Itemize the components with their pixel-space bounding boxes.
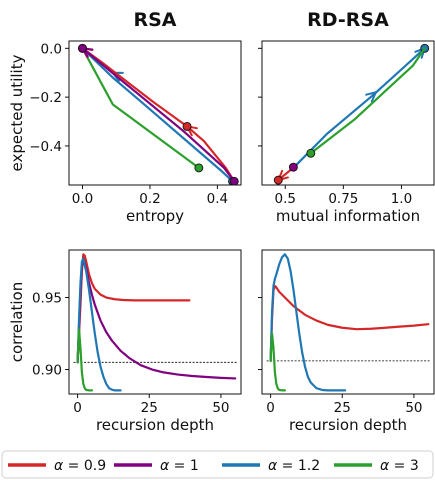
x-tick-label: 25 [141,400,158,416]
legend-value: = 1.2 [277,458,320,474]
x-tick-label: 0.4 [207,191,228,207]
y-axis-label: expected utility [8,54,26,171]
series-line-a1 [81,47,236,183]
legend-symbol: α [160,458,170,474]
y-tick-label: 0.90 [32,363,62,379]
axes-frame [68,249,242,395]
series-line-a3 [269,332,287,392]
x-axis-label: recursion depth [96,416,214,434]
panel-rsa-bottom: 0 25 50 0.90 0.95 recursion depth correlation [8,249,242,434]
x-tick-label: 25 [334,400,351,416]
panel-rdrsa-top: 0.5 0.75 1.0 RD-RSA mutual information [258,9,435,225]
series-line-a1.2 [293,47,426,168]
legend-symbol: α [380,458,390,474]
legend-value: = 0.9 [63,458,106,474]
series-line-a0.9 [269,284,430,362]
x-tick-label: 50 [212,400,229,416]
data-point-a1 [288,162,298,172]
legend-label-a0.9: α = 0.9 [54,458,106,474]
legend-value: = 3 [389,458,419,474]
series-line-a1 [76,257,237,380]
series-line-a0.9 [76,253,191,364]
panel-title: RD-RSA [307,9,389,31]
x-tick-label: 1.0 [391,191,412,207]
y-tick-label: 0.95 [32,291,62,307]
data-point-a0.9 [182,121,192,131]
legend-frame [1,450,434,479]
legend-label-a1.2: α = 1.2 [268,458,320,474]
series-line-a1.2 [269,253,347,392]
panel-rsa-top: 0.0 0.2 0.4 0.0 −0.2 −0.4 RSA entropy expected u… [8,9,242,225]
y-tick-label: 0.0 [41,41,62,57]
plot-area [78,43,239,185]
axes-frame [261,249,435,395]
x-tick-label: 0.75 [328,191,358,207]
panel-title: RSA [133,9,176,31]
x-tick-label: 0.2 [139,191,160,207]
legend-symbol: α [268,458,278,474]
data-point-a0.9 [273,175,283,185]
series-line-a3 [81,47,200,170]
legend-label-a3: α = 3 [380,458,419,474]
x-axis-label: mutual information [276,207,420,225]
arrow-head-a1.2 [365,90,378,103]
axes-frame [261,40,435,186]
data-point-a1 [78,43,87,53]
y-tick-label: −0.4 [29,139,62,155]
data-point-a1 [229,176,239,185]
series-line-a3 [309,47,426,155]
series-line-a1.2 [81,47,234,183]
x-tick-label: 0.5 [275,191,296,207]
y-axis-label: correlation [8,282,26,363]
data-point-a3 [306,148,316,158]
axes-frame [68,40,242,186]
data-point-a3 [194,163,204,173]
x-tick-label: 0 [73,400,82,416]
y-tick-label: −0.2 [29,90,62,106]
series-line-a1.2 [76,257,122,392]
legend-symbol: α [54,458,64,474]
legend-label-a1: α = 1 [160,458,199,474]
plot-area [273,43,430,185]
plot-area [73,253,238,392]
x-tick-label: 0.0 [72,191,93,207]
x-tick-label: 50 [405,400,422,416]
series-line-a3 [76,328,94,392]
x-tick-label: 0 [266,400,275,416]
x-axis-label: entropy [126,207,184,225]
plot-area [266,253,431,392]
x-axis-label: recursion depth [289,416,407,434]
legend-value: = 1 [169,458,199,474]
